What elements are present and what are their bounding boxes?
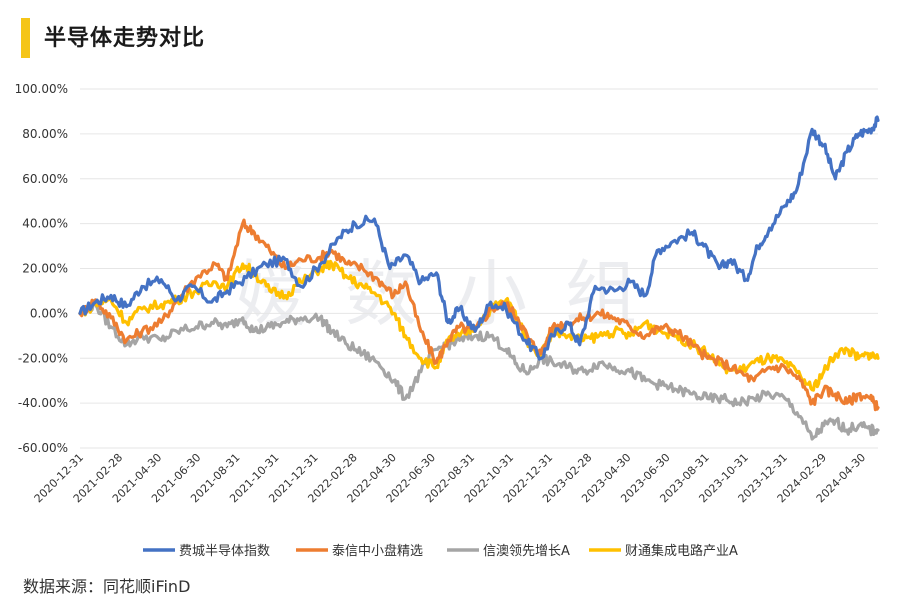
y-tick-label: -60.00% (18, 441, 68, 455)
y-tick-label: 80.00% (22, 127, 68, 141)
y-tick-label: 60.00% (22, 172, 68, 186)
legend: 费城半导体指数 泰信中小盘精选 信澳领先增长A 财通集成电路产业A (143, 543, 738, 559)
y-tick-label: -40.00% (18, 396, 68, 410)
title-accent-bar (21, 18, 30, 58)
series-line-3 (78, 299, 880, 441)
data-source-note: 数据来源：同花顺iFinD (23, 577, 191, 596)
legend-label: 费城半导体指数 (179, 544, 270, 559)
series-lines (78, 115, 880, 441)
series-line-1 (78, 115, 880, 361)
legend-label: 信澳领先增长A (483, 543, 570, 559)
y-tick-label: 0.00% (30, 306, 68, 320)
y-tick-label: 20.00% (22, 262, 68, 276)
y-axis-tick-labels: -60.00% -40.00% -20.00% 0.00% 20.00% 40.00% 60… (15, 82, 68, 455)
chart-title: 半导体走势对比 (44, 26, 206, 51)
series-line-4 (78, 259, 880, 392)
line-chart: -60.00% -40.00% -20.00% 0.00% 20.00% 40.00% 60… (15, 82, 880, 559)
y-tick-label: -20.00% (18, 351, 68, 365)
gridlines (80, 88, 878, 449)
x-axis-tick-labels: 2020-12-312021-02-282021-04-302021-06-30… (32, 451, 868, 505)
y-tick-label: 100.00% (15, 82, 68, 96)
legend-label: 泰信中小盘精选 (332, 543, 423, 559)
y-tick-label: 40.00% (22, 217, 68, 231)
legend-label: 财通集成电路产业A (625, 543, 738, 559)
